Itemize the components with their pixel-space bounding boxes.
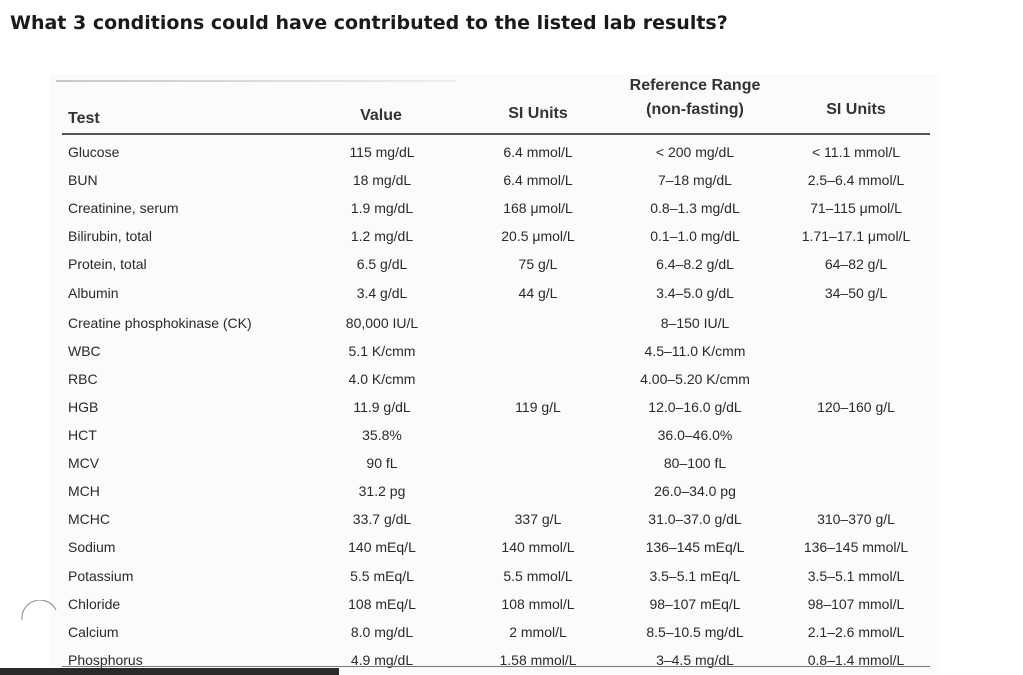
cell-test: WBC <box>68 342 101 359</box>
cell-ref-si: 120–160 g/L <box>817 398 895 415</box>
cell-value: 31.2 pg <box>358 483 406 500</box>
cell-value: 3.4 g/dL <box>356 284 408 301</box>
bottom-rule <box>62 666 930 667</box>
cell-ref-si: 3.5–5.1 mmol/L <box>807 567 905 584</box>
header-reference-line2: (non-fasting) <box>646 101 744 118</box>
cell-ref-si: 2.5–6.4 mmol/L <box>807 172 905 189</box>
cell-value: 8.0 mg/dL <box>350 623 414 640</box>
cell-si: 108 mmol/L <box>501 595 575 612</box>
cell-test: Glucose <box>68 144 120 160</box>
header-rule <box>62 133 930 135</box>
cell-test: Albumin <box>68 284 119 301</box>
cell-reference: 8–150 IU/L <box>660 314 730 331</box>
cell-test: MCV <box>68 455 100 472</box>
cell-value: 4.0 K/cmm <box>348 370 416 387</box>
cell-si: 20.5 μmol/L <box>501 228 575 245</box>
cell-reference: 7–18 mg/dL <box>658 172 732 189</box>
header-value: Value <box>360 107 402 124</box>
cell-test: RBC <box>68 370 98 387</box>
cell-test: Creatine phosphokinase (CK) <box>68 314 252 331</box>
cell-test: Creatinine, serum <box>68 200 179 217</box>
header-si-units: SI Units <box>508 105 568 122</box>
header-ref-si-units: SI Units <box>826 101 886 118</box>
cell-value: 140 mEq/L <box>348 539 416 556</box>
cell-si: 168 μmol/L <box>503 200 573 217</box>
cell-value: 4.9 mg/dL <box>350 651 414 668</box>
cell-value: 18 mg/dL <box>352 172 412 189</box>
cell-reference: 6.4–8.2 g/dL <box>656 256 734 273</box>
cell-test: HGB <box>68 398 99 415</box>
cell-reference: 4.5–11.0 K/cmm <box>644 342 746 359</box>
cell-value: 5.5 mEq/L <box>350 567 414 584</box>
cell-reference: 26.0–34.0 pg <box>654 483 736 500</box>
cell-reference: 0.8–1.3 mg/dL <box>650 200 740 217</box>
cell-reference: 36.0–46.0% <box>657 427 733 443</box>
cell-si: 2 mmol/L <box>509 623 567 640</box>
cell-test: Potassium <box>68 567 134 584</box>
cell-ref-si: 64–82 g/L <box>824 256 888 273</box>
cell-reference: 136–145 mEq/L <box>645 539 745 556</box>
scan-edge <box>56 80 456 82</box>
cell-reference: 3.4–5.0 g/dL <box>656 284 734 301</box>
cell-ref-si: 1.71–17.1 μmol/L <box>801 228 911 245</box>
cell-value: 1.2 mg/dL <box>350 228 414 245</box>
cell-reference: 0.1–1.0 mg/dL <box>650 228 740 245</box>
cell-value: 115 mg/dL <box>349 144 415 160</box>
cell-reference: 3.5–5.1 mEq/L <box>649 567 741 584</box>
cell-si: 1.58 mmol/L <box>499 651 577 668</box>
cell-value: 90 fL <box>366 455 398 472</box>
cell-reference: 3–4.5 mg/dL <box>656 651 734 668</box>
cell-test: Protein, total <box>68 256 147 273</box>
cell-si: 6.4 mmol/L <box>503 144 573 160</box>
cell-si: 337 g/L <box>514 511 562 528</box>
cell-ref-si: 34–50 g/L <box>824 284 888 301</box>
cell-si: 140 mmol/L <box>501 539 575 556</box>
cell-reference: 31.0–37.0 g/dL <box>648 511 742 528</box>
cell-value: 108 mEq/L <box>348 595 416 612</box>
cell-test: HCT <box>68 427 97 443</box>
cell-value: 6.5 g/dL <box>356 256 408 273</box>
cell-si: 5.5 mmol/L <box>503 567 573 584</box>
cell-test: Bilirubin, total <box>68 228 153 245</box>
cell-value: 33.7 g/dL <box>352 511 412 528</box>
lab-results-scan: Test Value SI Units Reference Range (non… <box>50 74 940 675</box>
cell-reference: 98–107 mEq/L <box>649 595 741 612</box>
cell-reference: 4.00–5.20 K/cmm <box>640 370 750 387</box>
cell-test: MCH <box>68 483 100 500</box>
cell-ref-si: 136–145 mmol/L <box>803 539 909 556</box>
cell-test: Sodium <box>68 539 116 556</box>
question-text: What 3 conditions could have contributed… <box>10 12 728 34</box>
curled-edge-icon <box>21 600 57 621</box>
cell-si: 44 g/L <box>518 284 558 301</box>
cell-test: Calcium <box>68 623 119 640</box>
cell-ref-si: 0.8–1.4 mmol/L <box>807 651 905 668</box>
cell-ref-si: 98–107 mmol/L <box>807 595 905 612</box>
cell-ref-si: 2.1–2.6 mmol/L <box>807 623 905 640</box>
header-reference-line1: Reference Range <box>629 77 761 94</box>
cell-si: 119 g/L <box>515 398 561 415</box>
cell-value: 1.9 mg/dL <box>350 200 414 217</box>
cell-reference: 12.0–16.0 g/dL <box>648 398 742 415</box>
cell-test: Chloride <box>68 595 121 612</box>
cell-ref-si: < 11.1 mmol/L <box>811 144 901 160</box>
cell-reference: 8.5–10.5 mg/dL <box>646 623 744 640</box>
cell-reference: < 200 mg/dL <box>655 144 735 160</box>
cell-test: BUN <box>68 172 98 189</box>
cell-test: MCHC <box>68 511 110 528</box>
header-reference-range: Reference Range (non-fasting) <box>630 74 761 122</box>
cell-ref-si: 310–370 g/L <box>817 511 895 528</box>
cell-ref-si: 71–115 μmol/L <box>810 200 902 217</box>
cell-si: 75 g/L <box>518 256 558 273</box>
cell-si: 6.4 mmol/L <box>503 172 573 189</box>
cell-value: 35.8% <box>362 427 402 443</box>
cell-value: 11.9 g/dL <box>353 398 411 415</box>
header-test: Test <box>68 110 100 127</box>
cell-value: 80,000 IU/L <box>345 314 419 331</box>
scrollbar[interactable] <box>0 668 339 675</box>
cell-test: Phosphorus <box>68 651 143 668</box>
cell-value: 5.1 K/cmm <box>348 342 416 359</box>
cell-reference: 80–100 fL <box>663 455 727 472</box>
